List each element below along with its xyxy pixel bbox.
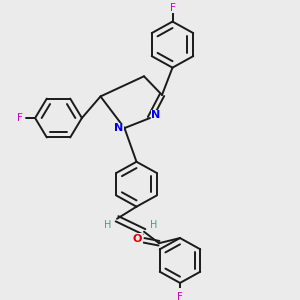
Text: O: O	[133, 234, 142, 244]
Text: N: N	[152, 110, 160, 120]
Text: F: F	[169, 3, 175, 13]
Text: F: F	[177, 292, 183, 300]
Text: F: F	[16, 113, 22, 123]
Text: H: H	[104, 220, 112, 230]
Text: N: N	[114, 123, 123, 133]
Text: H: H	[150, 220, 157, 230]
